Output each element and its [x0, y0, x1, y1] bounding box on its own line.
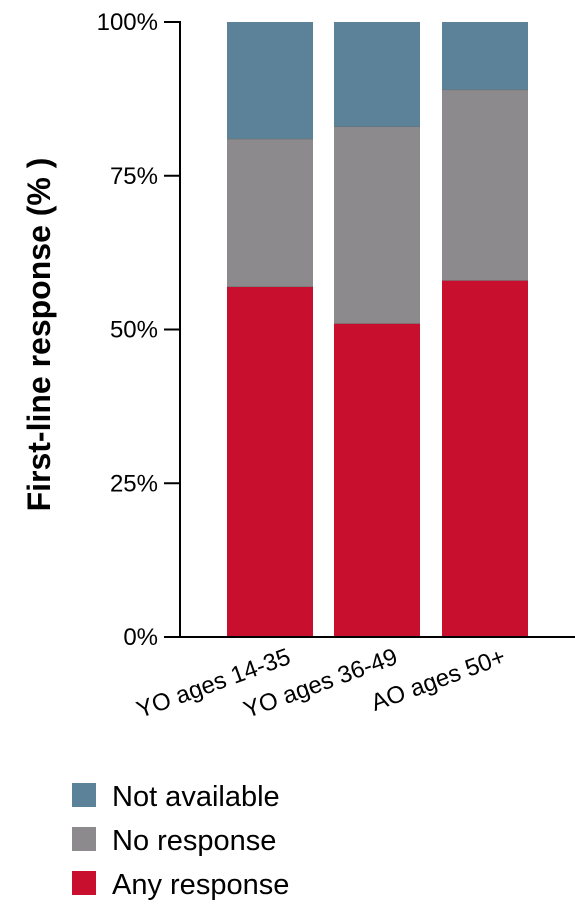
legend: Not available No response Any response: [72, 781, 289, 901]
legend-label: Not available: [112, 781, 280, 813]
y-axis-title: First-line response (% ): [21, 158, 57, 512]
y-tick-label: 0%: [123, 624, 158, 651]
y-tick-label: 50%: [110, 317, 158, 344]
bar-segment-no-response: [334, 126, 420, 324]
legend-swatch: [72, 783, 96, 807]
bar-segment-not-available: [442, 22, 528, 90]
legend-swatch: [72, 871, 96, 895]
bar-segment-any-response: [227, 286, 313, 637]
bar-segment-not-available: [334, 22, 420, 127]
y-tick-label: 75%: [110, 163, 158, 190]
y-tick-label: 100%: [97, 9, 158, 36]
bar-segment-any-response: [334, 323, 420, 637]
bar-segment-no-response: [227, 138, 313, 287]
bar-segment-any-response: [442, 280, 528, 637]
y-tick-label: 25%: [110, 470, 158, 497]
legend-label: Any response: [112, 869, 289, 901]
y-ticks-group: 0% 25% 50% 75% 100%: [97, 9, 180, 651]
bars-group: [227, 22, 528, 637]
legend-label: No response: [112, 825, 276, 857]
bar-segment-no-response: [442, 89, 528, 281]
bar-segment-not-available: [227, 22, 313, 139]
legend-swatch: [72, 827, 96, 851]
